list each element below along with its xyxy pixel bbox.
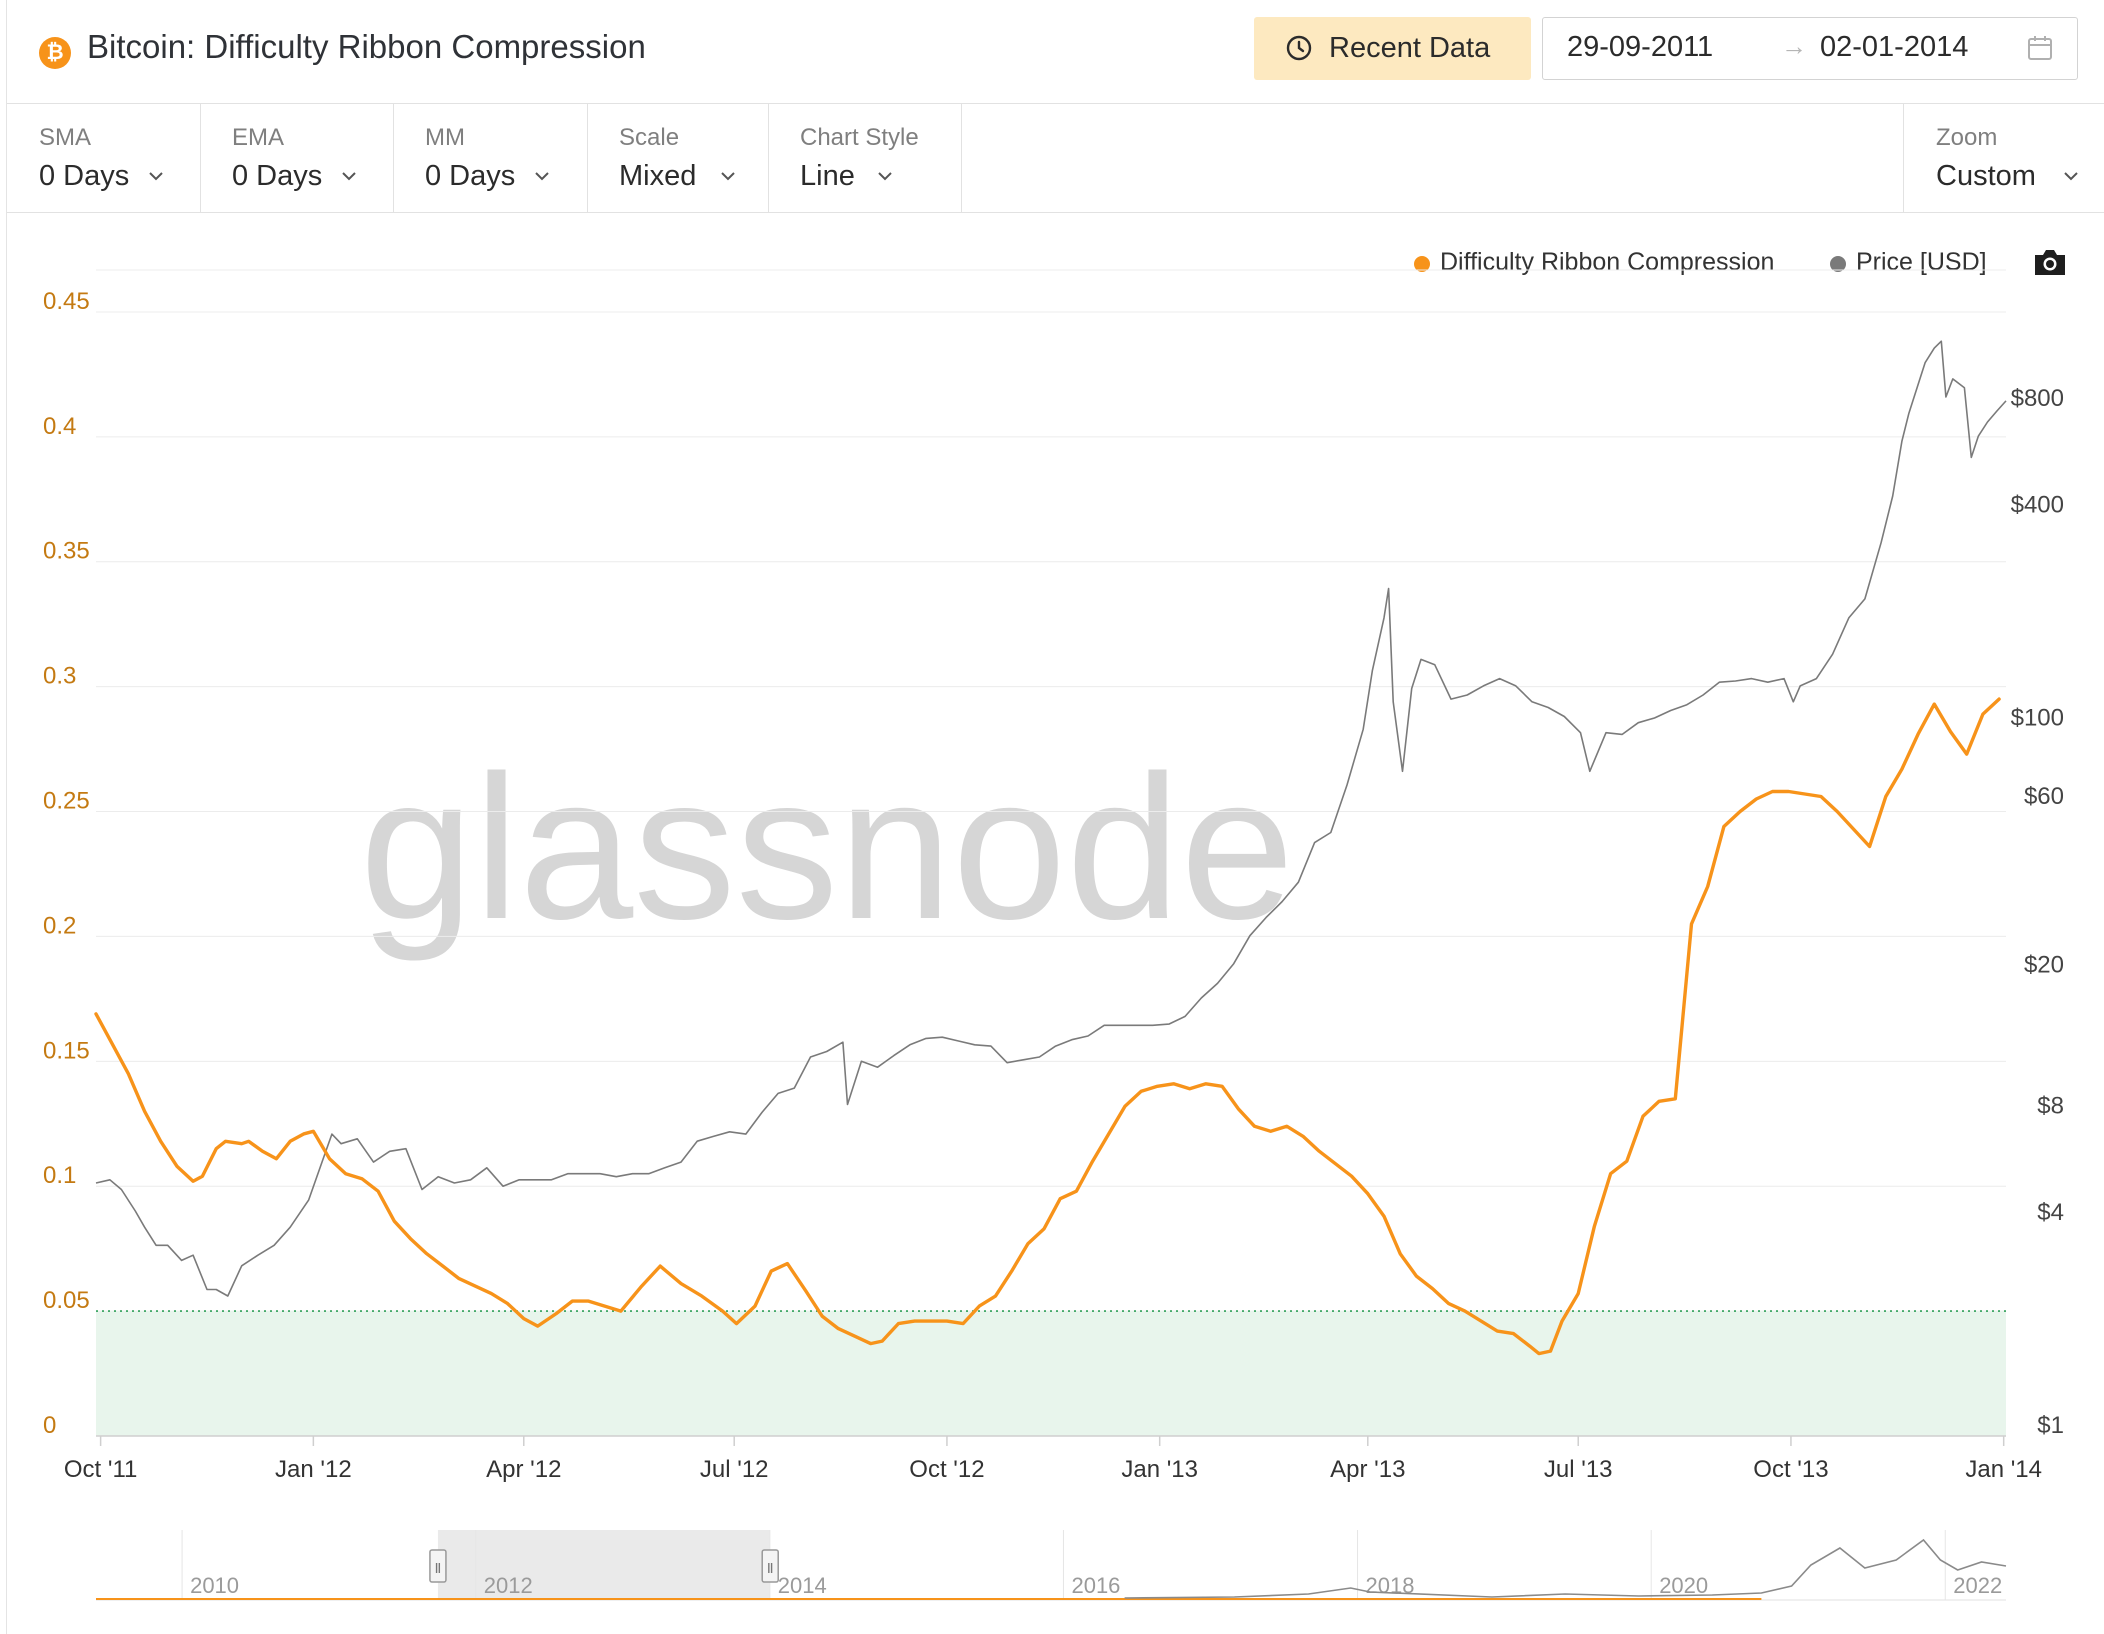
glassnode-watermark: glassnode xyxy=(360,733,1295,962)
ema-label: EMA xyxy=(232,124,285,151)
chevron-down-icon xyxy=(535,172,549,181)
clock-icon xyxy=(1286,35,1312,61)
x-tick-label: Jul '13 xyxy=(1544,1456,1613,1483)
x-tick-label: Apr '13 xyxy=(1330,1456,1405,1483)
price-line xyxy=(95,340,2007,1297)
sma-value: 0 Days xyxy=(39,160,130,192)
navigator-handle[interactable] xyxy=(429,1549,447,1583)
scale-value: Mixed xyxy=(619,160,697,192)
y-left-tick-label: 0.05 xyxy=(43,1287,90,1314)
recent-data-label: Recent Data xyxy=(1329,32,1491,64)
page-title: Bitcoin: Difficulty Ribbon Compression xyxy=(87,28,646,65)
chart-style-value: Line xyxy=(800,160,855,192)
y-left-tick-label: 0.1 xyxy=(43,1162,76,1189)
y-right-tick-label: $60 xyxy=(2024,783,2064,810)
zoom-label: Zoom xyxy=(1936,124,1998,151)
date-range-picker[interactable]: 29-09-2011 → 02-01-2014 xyxy=(1542,17,2078,80)
chart-style-label: Chart Style xyxy=(800,124,919,151)
y-left-tick-label: 0 xyxy=(43,1412,56,1439)
y-left-tick-label: 0.4 xyxy=(43,413,76,440)
x-tick-label: Oct '11 xyxy=(64,1456,138,1483)
navigator-handle-grip: Ⅱ xyxy=(434,1560,441,1576)
start-date-input[interactable]: 29-09-2011 xyxy=(1567,31,1714,63)
navigator-selection[interactable] xyxy=(437,1530,771,1600)
chart-controls: SMA 0 Days EMA 0 Days MM 0 Days Scale Mi… xyxy=(7,104,2104,213)
camera-icon[interactable] xyxy=(2032,246,2068,278)
chevron-down-icon xyxy=(2064,172,2078,181)
mm-dropdown[interactable]: MM 0 Days xyxy=(393,104,588,212)
chevron-down-icon xyxy=(721,172,735,181)
mm-value: 0 Days xyxy=(425,160,516,192)
sma-label: SMA xyxy=(39,124,92,151)
navigator-year-label: 2022 xyxy=(1953,1573,2002,1598)
y-right-tick-label: $400 xyxy=(2011,491,2064,518)
legend-label-drc: Difficulty Ribbon Compression xyxy=(1440,248,1775,276)
chart-style-dropdown[interactable]: Chart Style Line xyxy=(768,104,962,212)
chevron-down-icon xyxy=(878,172,892,181)
mm-label: MM xyxy=(425,124,465,151)
y-right-tick-label: $8 xyxy=(2037,1093,2064,1120)
y-left-tick-label: 0.2 xyxy=(43,912,76,939)
navigator-year-label: 2010 xyxy=(190,1573,239,1598)
chevron-down-icon xyxy=(149,172,163,181)
scale-dropdown[interactable]: Scale Mixed xyxy=(587,104,769,212)
x-tick-label: Apr '12 xyxy=(486,1456,561,1483)
navigator-handle[interactable] xyxy=(761,1549,779,1583)
drc-line xyxy=(94,697,2001,1356)
calendar-icon[interactable] xyxy=(2027,35,2053,61)
x-tick-label: Jan '14 xyxy=(1965,1456,2042,1483)
navigator-year-label: 2020 xyxy=(1659,1573,1708,1598)
scale-label: Scale xyxy=(619,124,680,151)
price-series xyxy=(95,340,2007,1297)
end-date-input[interactable]: 02-01-2014 xyxy=(1820,31,1969,63)
y-right-tick-label: $20 xyxy=(2024,952,2064,979)
recent-data-button[interactable]: Recent Data xyxy=(1254,17,1531,80)
arrow-right-icon: → xyxy=(1781,31,1807,61)
y-left-tick-label: 0.15 xyxy=(43,1037,90,1064)
sma-dropdown[interactable]: SMA 0 Days xyxy=(7,104,201,212)
header: ₿ Bitcoin: Difficulty Ribbon Compression… xyxy=(7,0,2104,104)
legend-label-price: Price [USD] xyxy=(1856,248,1987,276)
axis-labels: 0 0.05 0.1 0.15 0.2 0.25 0.3 0.35 0.4 0.45 $1 $4 $8 $… xyxy=(43,288,2064,1483)
chevron-down-icon xyxy=(342,172,356,181)
navigator-year-label: 2014 xyxy=(778,1573,827,1598)
y-left-tick-label: 0.25 xyxy=(43,788,90,815)
y-right-tick-label: $800 xyxy=(2011,385,2064,412)
ema-dropdown[interactable]: EMA 0 Days xyxy=(200,104,394,212)
x-tick-label: Jan '12 xyxy=(275,1456,352,1483)
y-right-tick-label: $4 xyxy=(2037,1199,2064,1226)
threshold-band-fill xyxy=(96,1311,2006,1436)
x-tick-label: Oct '13 xyxy=(1753,1456,1828,1483)
legend-dot-price xyxy=(1830,256,1846,272)
y-right-tick-label: $100 xyxy=(2011,704,2064,731)
x-tick-label: Oct '12 xyxy=(909,1456,984,1483)
y-right-tick-label: $1 xyxy=(2037,1412,2064,1439)
bitcoin-icon: ₿ xyxy=(39,37,71,69)
app-frame: ₿ Bitcoin: Difficulty Ribbon Compression… xyxy=(6,0,2104,1634)
threshold-band xyxy=(96,1310,2006,1436)
zoom-value: Custom xyxy=(1936,160,2036,192)
legend-dot-drc xyxy=(1414,256,1430,272)
y-left-tick-label: 0.3 xyxy=(43,663,76,690)
navigator-year-label: 2016 xyxy=(1071,1573,1120,1598)
y-left-tick-label: 0.35 xyxy=(43,538,90,565)
drc-series xyxy=(94,697,2001,1356)
navigator-price-line xyxy=(1124,1538,2007,1599)
navigator-handle-grip: Ⅱ xyxy=(767,1560,774,1576)
ema-value: 0 Days xyxy=(232,160,323,192)
x-tick-label: Jan '13 xyxy=(1121,1456,1198,1483)
zoom-dropdown[interactable]: Zoom Custom xyxy=(1903,104,2104,212)
navigator-year-label: 2012 xyxy=(484,1573,533,1598)
x-tick-label: Jul '12 xyxy=(700,1456,769,1483)
y-left-tick-label: 0.45 xyxy=(43,288,90,315)
